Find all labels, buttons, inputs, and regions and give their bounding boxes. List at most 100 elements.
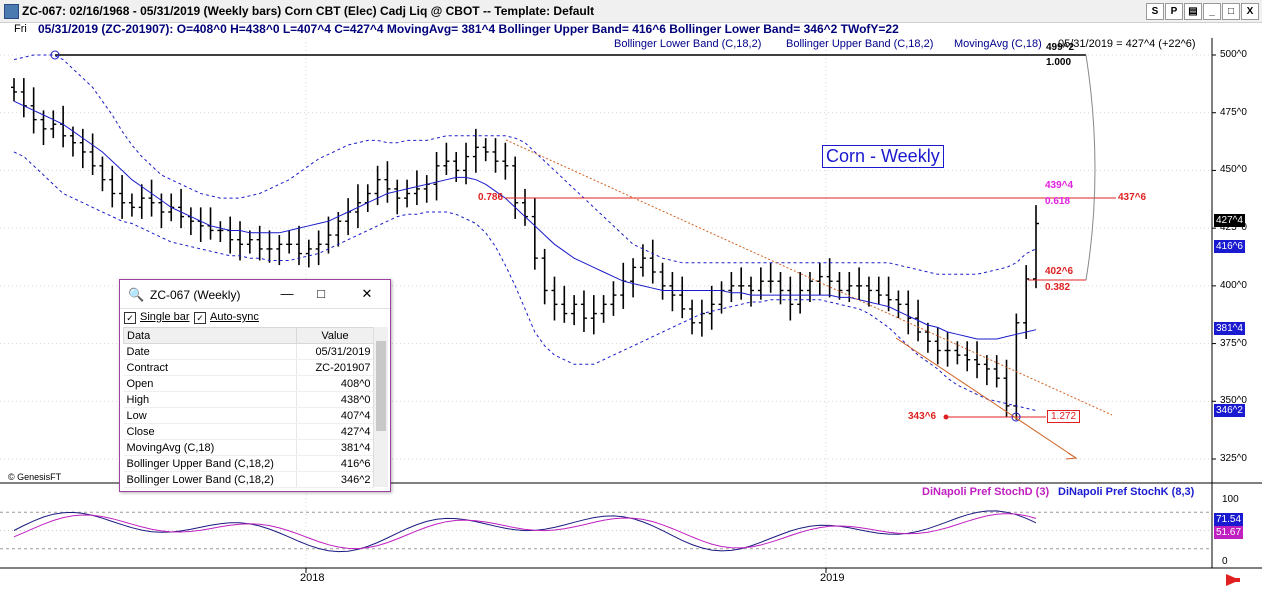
fib-anchor-marker bbox=[50, 50, 60, 60]
title-bar: ZC-067: 02/16/1968 - 05/31/2019 (Weekly … bbox=[0, 0, 1262, 23]
price-tick-label: 425^0 bbox=[1220, 222, 1247, 234]
ohlc-bar bbox=[777, 272, 784, 305]
ohlc-bar bbox=[639, 244, 646, 277]
scroll-right-arrow-shaft[interactable] bbox=[1226, 578, 1240, 582]
table-row: MovingAvg (C,18) 381^4 bbox=[123, 439, 374, 456]
ohlc-bar bbox=[305, 239, 312, 268]
column-header-data[interactable]: Data bbox=[123, 327, 297, 344]
ohlc-bar bbox=[826, 258, 833, 298]
fib-bracket bbox=[1085, 54, 1096, 281]
price-tick-label: 375^0 bbox=[1220, 337, 1247, 349]
ohlc-bar bbox=[256, 225, 263, 261]
table-row: Bollinger Lower Band (C,18,2) 346^2 bbox=[123, 471, 374, 488]
ohlc-bar bbox=[335, 211, 342, 247]
ohlc-bar bbox=[630, 258, 637, 298]
grid-button[interactable]: ▤ bbox=[1184, 3, 1202, 20]
fib-low-marker bbox=[1011, 412, 1021, 422]
single-bar-checkbox[interactable]: ✓ bbox=[124, 312, 136, 324]
data-window-titlebar[interactable]: 🔍 ZC-067 (Weekly) — □ ✕ bbox=[120, 280, 390, 309]
ohlc-bar bbox=[885, 276, 892, 312]
ohlc-bar bbox=[384, 161, 391, 203]
close-button[interactable]: X bbox=[1241, 3, 1259, 20]
fib-786-label: 0.786 bbox=[478, 192, 504, 203]
chart-title: Corn - Weekly bbox=[822, 145, 944, 168]
ohlc-bar bbox=[944, 332, 951, 367]
ohlc-bar bbox=[964, 341, 971, 372]
data-window[interactable]: 🔍 ZC-067 (Weekly) — □ ✕ ✓ Single bar ✓ A… bbox=[119, 279, 391, 492]
ohlc-bar bbox=[413, 170, 420, 206]
fib-618-label: 0.618 bbox=[1045, 196, 1071, 207]
ohlc-bar bbox=[983, 355, 990, 386]
p-button[interactable]: P bbox=[1165, 3, 1183, 20]
scrollbar-thumb[interactable] bbox=[376, 341, 386, 431]
row-value: 408^0 bbox=[296, 375, 374, 392]
auto-sync-label[interactable]: Auto-sync bbox=[210, 311, 259, 323]
year-label-2018: 2018 bbox=[300, 572, 325, 584]
ohlc-bar bbox=[315, 230, 322, 266]
upper-band-tag: 416^6 bbox=[1214, 240, 1245, 253]
ohlc-bar bbox=[158, 193, 165, 229]
trendline-upper bbox=[505, 139, 1113, 416]
price-tick-label: 325^0 bbox=[1220, 453, 1247, 464]
ohlc-bar bbox=[502, 142, 509, 180]
table-row: Close 427^4 bbox=[123, 423, 374, 440]
ohlc-bar bbox=[119, 175, 126, 219]
ohlc-bar bbox=[295, 225, 302, 266]
info-bar: Fri 05/31/2019 (ZC-201907): O=408^0 H=43… bbox=[0, 22, 1262, 37]
ohlc-bar bbox=[856, 267, 863, 300]
row-value: 416^6 bbox=[296, 455, 374, 472]
column-header-value[interactable]: Value bbox=[296, 327, 374, 344]
ohlc-bar bbox=[1023, 265, 1030, 339]
row-value: 407^4 bbox=[296, 407, 374, 424]
ohlc-bar bbox=[541, 248, 548, 305]
ohlc-bar bbox=[227, 216, 234, 254]
ohlc-bar bbox=[806, 272, 813, 303]
year-label-2019: 2019 bbox=[820, 572, 845, 584]
ohlc-bar bbox=[128, 193, 135, 217]
trendline-lower bbox=[895, 337, 1077, 459]
ohlc-bar bbox=[60, 105, 67, 148]
price-tick-label: 400^0 bbox=[1220, 279, 1247, 291]
lower-band-line bbox=[13, 151, 1037, 411]
ohlc-bar bbox=[187, 207, 194, 236]
ohlc-bar bbox=[138, 184, 145, 219]
ohlc-bar bbox=[698, 299, 705, 337]
ohlc-bar bbox=[580, 290, 587, 333]
ohlc-bar bbox=[423, 175, 430, 203]
ohlc-bar bbox=[993, 355, 1000, 388]
fib-382-price: 402^6 bbox=[1045, 266, 1074, 277]
ohlc-bar bbox=[669, 272, 676, 312]
ohlc-bar bbox=[433, 151, 440, 201]
fib-786-price: 437^6 bbox=[1118, 192, 1147, 203]
table-row: Low 407^4 bbox=[123, 407, 374, 424]
ohlc-bar bbox=[1033, 205, 1039, 289]
fib-top-ratio: 1.000 bbox=[1046, 57, 1072, 68]
ohlc-bar bbox=[816, 262, 823, 296]
moving-avg-tag: 381^4 bbox=[1214, 322, 1245, 335]
ohlc-bar bbox=[738, 267, 745, 300]
ohlc-bar bbox=[875, 276, 882, 305]
ohlc-bar bbox=[797, 272, 804, 314]
close-price-tag: 427^4 bbox=[1214, 214, 1245, 227]
ohlc-bar bbox=[689, 299, 696, 335]
ohlc-bar bbox=[551, 276, 558, 321]
ohlc-bar bbox=[600, 295, 607, 323]
minimize-button[interactable]: _ bbox=[1203, 3, 1221, 20]
popup-close-button[interactable]: ✕ bbox=[361, 286, 373, 301]
fib-618-price: 439^4 bbox=[1045, 180, 1074, 191]
ohlc-bar bbox=[443, 142, 450, 176]
ohlc-bar bbox=[895, 290, 902, 319]
data-window-scrollbar[interactable] bbox=[373, 327, 388, 487]
app-icon bbox=[4, 4, 19, 19]
ohlc-bar bbox=[954, 341, 961, 365]
ohlc-bar bbox=[20, 78, 27, 118]
ohlc-bar bbox=[266, 230, 273, 263]
single-bar-label[interactable]: Single bar bbox=[140, 311, 190, 323]
auto-sync-checkbox[interactable]: ✓ bbox=[194, 312, 206, 324]
s-button[interactable]: S bbox=[1146, 3, 1164, 20]
row-key: MovingAvg (C,18) bbox=[123, 439, 297, 456]
ohlc-bar bbox=[472, 128, 479, 173]
popup-minimize-button[interactable]: — bbox=[280, 286, 294, 301]
popup-maximize-button[interactable]: □ bbox=[317, 286, 325, 301]
maximize-button[interactable]: □ bbox=[1222, 3, 1240, 20]
